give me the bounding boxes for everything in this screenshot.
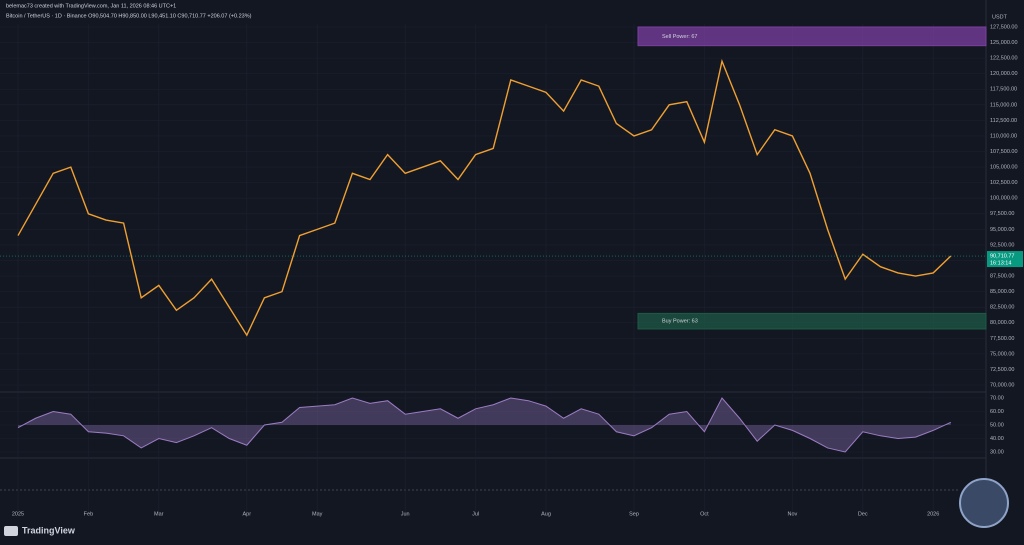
x-tick-label: May (312, 511, 323, 517)
y-tick-label: 100,000.00 (990, 196, 1018, 202)
author-line: belemac73 created with TradingView.com, … (6, 3, 176, 9)
x-tick-label: Nov (788, 511, 798, 517)
oscillator-line (17, 397, 952, 453)
x-tick-label: Sep (629, 511, 639, 517)
badge (959, 478, 1009, 528)
x-tick-label: Dec (858, 511, 868, 517)
x-tick-label: Mar (154, 511, 164, 517)
osc-tick-label: 40.00 (990, 436, 1004, 442)
x-tick-label: Oct (700, 511, 709, 517)
y-tick-label: 92,500.00 (990, 242, 1014, 248)
y-tick-label: 72,500.00 (990, 367, 1014, 373)
x-tick-label: Jun (401, 511, 410, 517)
zone (637, 312, 987, 330)
y-tick-label: 77,500.00 (990, 336, 1014, 342)
x-tick-label: 2025 (12, 511, 24, 517)
last-price: 90,710.77 (990, 254, 1014, 260)
y-tick-label: 85,000.00 (990, 289, 1014, 295)
osc-tick-label: 60.00 (990, 409, 1004, 415)
y-tick-label: 102,500.00 (990, 180, 1018, 186)
zone-label: Sell Power: 67 (662, 34, 697, 40)
y-tick-label: 127,500.00 (990, 24, 1018, 30)
last-price-tag (987, 251, 1023, 268)
price-line (17, 58, 952, 337)
oscillator-area (18, 398, 951, 452)
countdown: 16:13:14 (990, 261, 1011, 267)
y-tick-label: 75,000.00 (990, 351, 1014, 357)
y-tick-label: 107,500.00 (990, 149, 1018, 155)
y-tick-label: 80,000.00 (990, 320, 1014, 326)
y-tick-label: 87,500.00 (990, 273, 1014, 279)
y-tick-label: 112,500.00 (990, 118, 1017, 124)
x-tick-label: 2026 (927, 511, 939, 517)
x-tick-label: Jul (472, 511, 479, 517)
symbol-line: Bitcoin / TetherUS · 1D · Binance O90,50… (6, 13, 252, 19)
zone (637, 26, 987, 47)
osc-tick-label: 30.00 (990, 449, 1004, 455)
y-tick-label: 70,000.00 (990, 382, 1014, 388)
y-tick-label: 115,000.00 (990, 102, 1017, 108)
currency: USDT (992, 14, 1008, 20)
y-tick-label: 122,500.00 (990, 56, 1018, 62)
y-tick-label: 125,000.00 (990, 40, 1018, 46)
y-tick-label: 105,000.00 (990, 165, 1018, 171)
logo: TradingView (22, 525, 76, 535)
x-tick-label: Apr (243, 511, 252, 517)
osc-tick-label: 70.00 (990, 395, 1004, 401)
y-tick-label: 110,000.00 (990, 133, 1017, 139)
x-tick-label: Aug (541, 511, 551, 517)
zone-label: Buy Power: 63 (662, 319, 698, 325)
y-tick-label: 82,500.00 (990, 305, 1014, 311)
y-tick-label: 120,000.00 (990, 71, 1018, 77)
x-tick-label: Feb (84, 511, 93, 517)
y-tick-label: 95,000.00 (990, 227, 1014, 233)
osc-tick-label: 50.00 (990, 422, 1004, 428)
y-tick-label: 117,500.00 (990, 87, 1017, 93)
logo-icon (4, 526, 18, 536)
y-tick-label: 97,500.00 (990, 211, 1014, 217)
